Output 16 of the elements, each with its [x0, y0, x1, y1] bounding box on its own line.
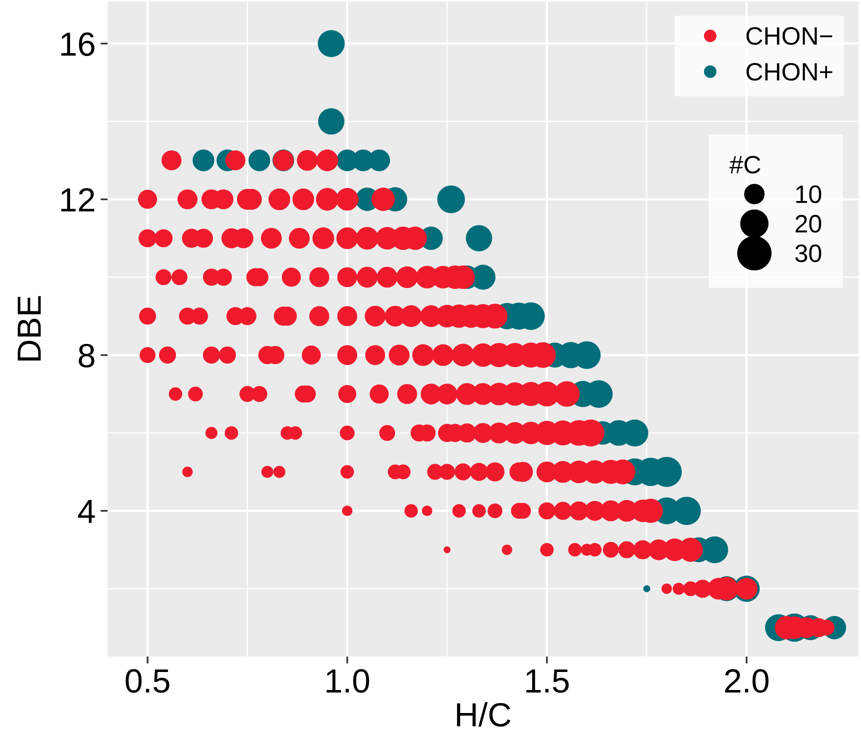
y-axis-title: DBE: [18, 296, 41, 361]
legend-label: 20: [796, 214, 822, 233]
x-axis-title: H/C: [457, 702, 510, 727]
x-tick-label: 2.0: [725, 669, 768, 693]
y-tick-label: 12: [61, 188, 94, 212]
x-tick-label: 1.5: [526, 670, 569, 693]
x-tick-label: 1.0: [326, 669, 370, 693]
y-tick-label: 16: [61, 32, 94, 56]
legend-label: CHON−: [746, 27, 832, 45]
legend-title: #C: [729, 156, 760, 174]
legend-label: 10: [796, 185, 822, 204]
x-tick-label: 0.5: [126, 669, 170, 693]
y-tick-label: 8: [78, 344, 94, 368]
legend-label: 30: [795, 244, 822, 262]
legend-label: CHON+: [746, 62, 832, 81]
y-tick-label: 4: [78, 500, 95, 523]
